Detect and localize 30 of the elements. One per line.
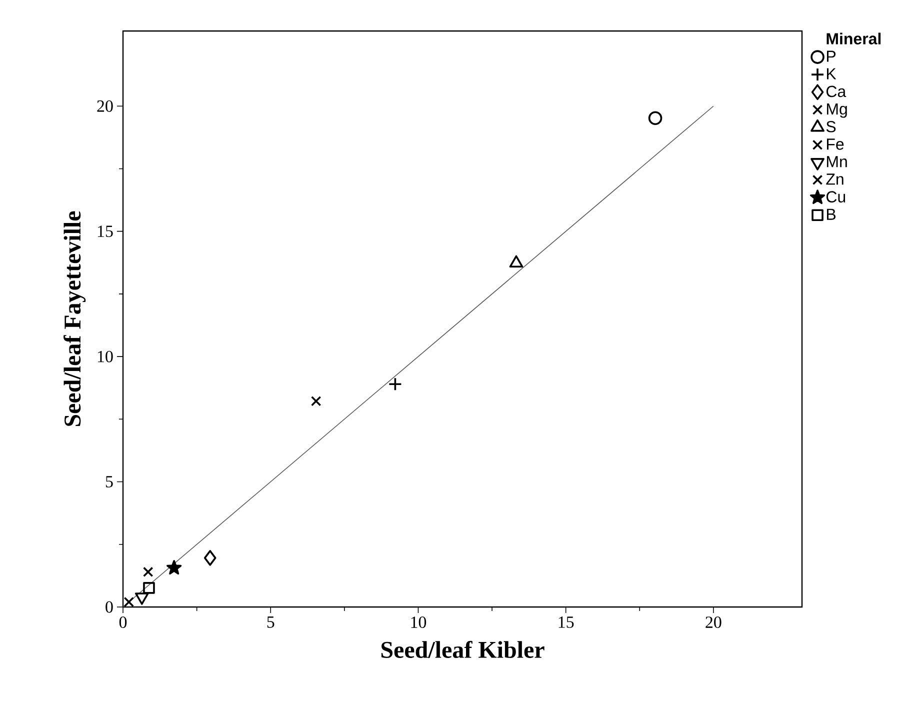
x-tick-label: 5 [267,616,274,628]
x-tick-label: 15 [558,616,574,628]
y-tick-label: 10 [98,350,113,362]
x-axis-title: Seed/leaf Kibler [381,640,544,658]
legend-label: Zn [826,174,844,185]
y-tick-label: 20 [97,100,113,112]
point [648,111,662,126]
x-tick-label: 20 [706,616,722,628]
point [166,560,182,574]
legend-label: S [826,120,836,132]
y-tick-label: 0 [106,601,113,613]
x-tick-label: 0 [119,616,127,628]
point [143,582,155,594]
y-axis-title: Seed/leaf Fayetteville [64,211,86,426]
legend-label: Mg [826,103,847,118]
legend-label: P [826,50,836,62]
legend-label: Cu [826,191,846,203]
legend-label: K [826,68,836,80]
legend-title: Mineral [826,32,881,44]
legend-label: Mn [826,156,847,168]
y-tick-label: 15 [98,226,113,238]
y-tick-label: 5 [106,476,113,488]
legend-label: Ca [826,86,846,98]
x-tick-label: 10 [411,616,426,628]
legend-label: Fe [826,138,844,150]
legend-label: B [826,208,836,220]
point [204,550,216,566]
point [388,377,402,391]
point [142,566,154,578]
point [310,396,322,406]
